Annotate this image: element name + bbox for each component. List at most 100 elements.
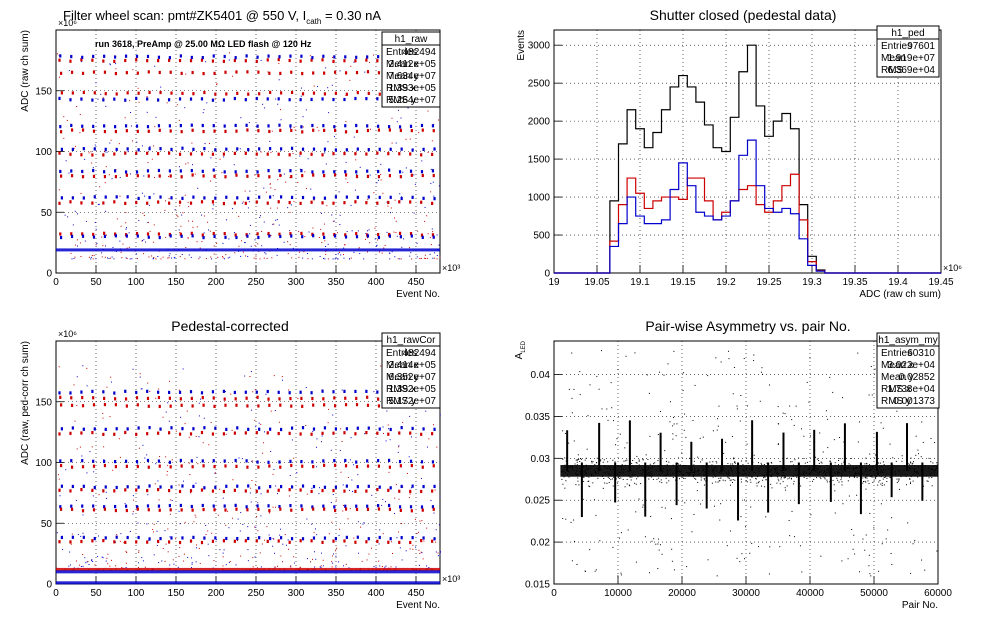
noise-point [376, 182, 378, 184]
noise-point [373, 192, 375, 194]
data-point [409, 459, 413, 463]
data-point [82, 535, 85, 539]
noise-point [131, 140, 133, 142]
data-point [322, 54, 325, 58]
data-point [421, 508, 424, 512]
data-point [694, 470, 696, 472]
noise-point [146, 454, 148, 456]
data-point [399, 464, 402, 468]
noise-point [419, 520, 421, 522]
data-point [103, 234, 107, 239]
data-point [299, 201, 302, 205]
noise-point [111, 256, 113, 258]
data-point [278, 169, 281, 173]
noise-point [91, 446, 93, 448]
noise-point [350, 204, 352, 206]
noise-point [408, 456, 410, 458]
data-point [703, 479, 705, 481]
data-point [702, 465, 704, 467]
stats-label: Mean y [881, 372, 914, 383]
noise-point [340, 471, 342, 473]
data-point [904, 465, 906, 467]
data-point [594, 464, 596, 466]
outlier-point [887, 529, 889, 531]
data-point [135, 432, 138, 436]
noise-point [188, 220, 190, 222]
data-point [866, 467, 868, 469]
data-point [311, 396, 314, 401]
data-point [740, 466, 742, 468]
data-point [344, 235, 348, 239]
data-point [579, 468, 581, 470]
noise-point [373, 566, 375, 568]
data-point [916, 471, 918, 473]
data-point [748, 475, 750, 477]
noise-point [399, 547, 401, 549]
data-point [355, 507, 359, 512]
noise-point [353, 251, 355, 253]
data-point [588, 468, 590, 470]
stats-label: Entries [881, 41, 912, 52]
noise-point [325, 245, 327, 247]
data-point [102, 98, 105, 102]
x-tick-label: 200 [208, 588, 225, 599]
data-point [71, 426, 74, 430]
data-point [312, 91, 316, 95]
noise-point [184, 423, 186, 425]
noise-point [95, 82, 97, 84]
data-point [158, 128, 161, 132]
outlier-point [930, 437, 932, 439]
noise-point [311, 487, 313, 489]
data-point [398, 540, 401, 545]
data-point [734, 461, 736, 463]
noise-point [90, 258, 92, 260]
noise-point [202, 442, 204, 444]
data-point [168, 503, 171, 508]
data-point [200, 488, 204, 492]
data-point [720, 477, 722, 479]
data-point [244, 489, 247, 493]
y-tick-label: 1000 [528, 193, 551, 204]
data-point [698, 474, 700, 476]
noise-point [94, 221, 96, 223]
data-point [246, 404, 249, 408]
data-point [312, 465, 315, 469]
noise-point [401, 196, 403, 198]
noise-point [74, 210, 76, 212]
data-point [770, 475, 772, 477]
data-point [872, 466, 874, 468]
data-point [756, 482, 758, 484]
noise-point [372, 54, 374, 56]
data-point [688, 475, 690, 477]
noise-point [257, 502, 259, 504]
data-point [114, 504, 117, 509]
data-point [678, 457, 680, 459]
noise-point [103, 150, 105, 152]
data-point [58, 391, 61, 395]
data-point [104, 536, 107, 540]
data-point [224, 403, 227, 407]
noise-point [276, 565, 278, 567]
outlier-point [672, 425, 674, 427]
noise-point [298, 231, 300, 233]
noise-point [92, 167, 94, 169]
data-point [280, 536, 283, 540]
data-point [742, 474, 744, 476]
noise-point [175, 538, 177, 540]
data-point [864, 477, 866, 479]
data-point [734, 479, 736, 481]
data-point [268, 175, 271, 179]
data-point [244, 431, 247, 435]
data-point [634, 482, 636, 484]
data-point [81, 234, 85, 238]
noise-point [347, 518, 349, 520]
data-point [848, 463, 850, 465]
outlier-point [694, 384, 696, 386]
data-point [299, 98, 302, 102]
data-point [575, 459, 577, 461]
data-point [826, 468, 828, 470]
data-point [256, 460, 259, 464]
panel-title: Shutter closed (pedestal data) [650, 7, 837, 23]
noise-point [296, 472, 298, 474]
data-point [290, 174, 293, 179]
